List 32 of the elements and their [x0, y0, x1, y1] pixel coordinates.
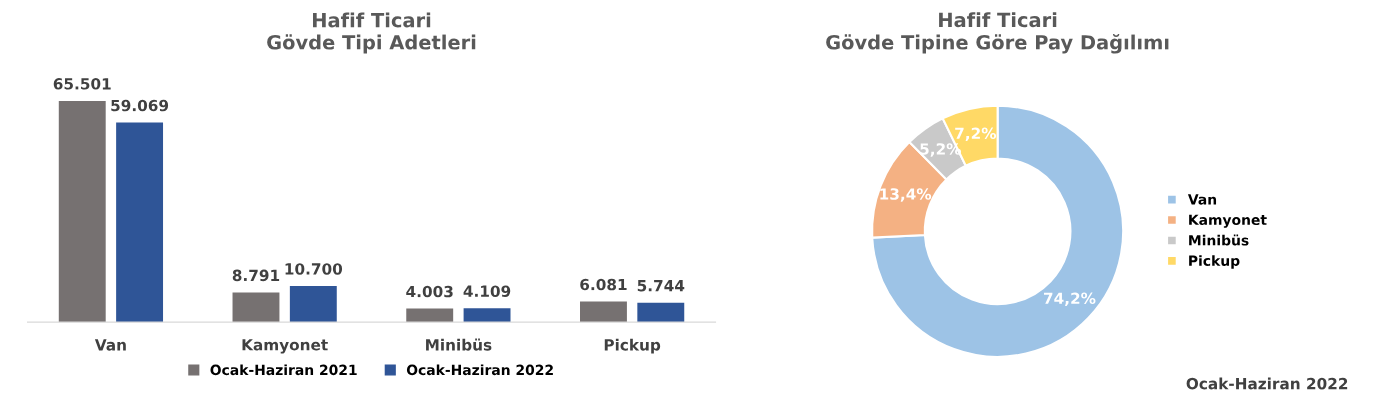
text: Ocak-Haziran 2022 [1186, 377, 1348, 390]
bar [580, 301, 627, 323]
data-label: 7,2% [955, 127, 997, 142]
bar [637, 302, 685, 323]
data-label: 74,2% [1044, 292, 1096, 307]
chart-title: Hafif Ticari Gövde Tipine Göre Pay Dağılımı [826, 12, 1169, 54]
x-tick-label: Kamyonet [242, 339, 328, 354]
bar [58, 100, 106, 323]
data-label: 4.109 [463, 285, 511, 297]
donut-slice [871, 104, 1125, 358]
x-tick-label: Van [94, 339, 126, 351]
bar [232, 292, 280, 323]
bar [116, 122, 164, 323]
legend-label: Kamyonet [1189, 214, 1267, 228]
data-label: 65.501 [53, 78, 111, 90]
bar [289, 286, 337, 323]
legend-label: Minibüs [1189, 234, 1249, 246]
data-label: 10.700 [285, 263, 343, 275]
legend-label: Pickup [1189, 255, 1240, 269]
x-tick-label: Pickup [604, 338, 661, 354]
data-label: 8.791 [232, 269, 280, 282]
bar [463, 308, 511, 323]
data-label: 5.744 [637, 280, 685, 292]
legend-label: Ocak-Haziran 2022 [406, 364, 553, 376]
data-label: 59.069 [111, 99, 169, 112]
legend-label: Van [1187, 194, 1217, 205]
data-label: 4.003 [406, 285, 453, 298]
data-label: 6.081 [580, 278, 627, 291]
legend-label: Ocak-Haziran 2021 [210, 364, 357, 376]
data-label: 13,4% [880, 188, 932, 202]
x-tick-label: Minibüs [426, 338, 492, 351]
chart-title: Hafif Ticari Gövde Tipi Adetleri [267, 12, 476, 54]
